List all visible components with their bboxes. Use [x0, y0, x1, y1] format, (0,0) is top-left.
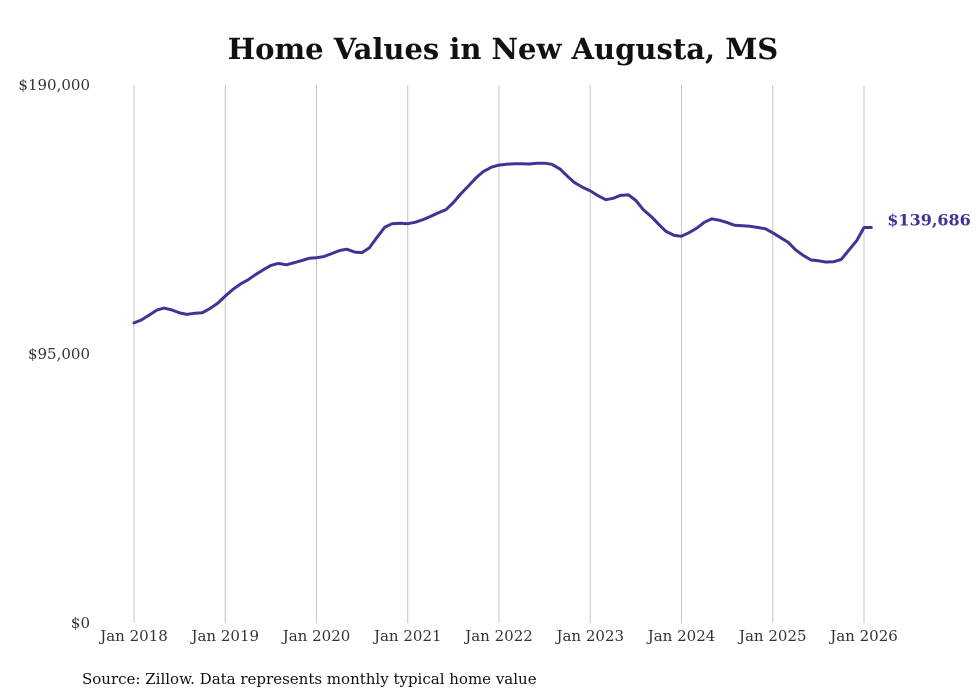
source-note: Source: Zillow. Data represents monthly …: [82, 670, 537, 688]
x-tick-label: Jan 2021: [372, 627, 442, 645]
y-tick-label: $190,000: [18, 76, 90, 94]
y-axis-ticks: $0 $95,000 $190,000: [18, 76, 90, 632]
x-tick-label: Jan 2022: [463, 627, 533, 645]
x-tick-label: Jan 2019: [189, 627, 259, 645]
x-axis-ticks: Jan 2018 Jan 2019 Jan 2020 Jan 2021 Jan 2022…: [98, 627, 898, 645]
chart-title: Home Values in New Augusta, MS: [228, 32, 779, 66]
x-tick-label: Jan 2023: [554, 627, 624, 645]
x-tick-label: Jan 2018: [98, 627, 168, 645]
x-tick-label: Jan 2026: [828, 627, 898, 645]
y-tick-label: $0: [71, 614, 90, 632]
gridlines: [133, 85, 865, 623]
series-layer: [132, 161, 873, 325]
y-tick-label: $95,000: [28, 345, 90, 363]
x-tick-label: Jan 2025: [737, 627, 807, 645]
series-line-0: [132, 161, 873, 325]
x-tick-label: Jan 2024: [646, 627, 716, 645]
end-value-label: $139,686: [887, 210, 971, 229]
x-tick-label: Jan 2020: [281, 627, 351, 645]
